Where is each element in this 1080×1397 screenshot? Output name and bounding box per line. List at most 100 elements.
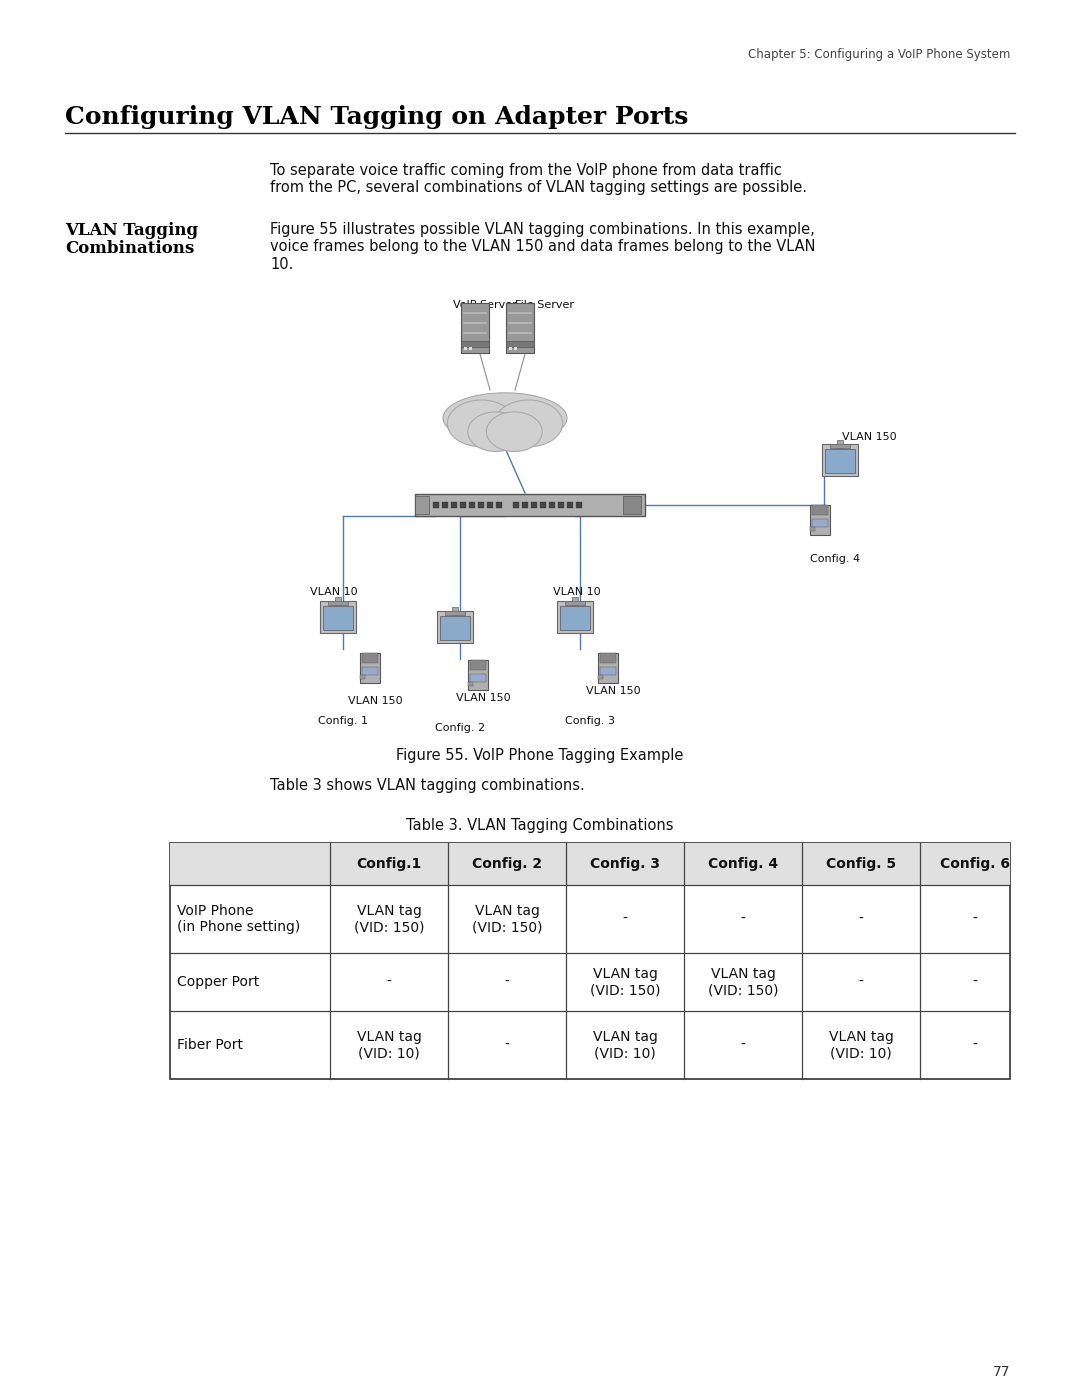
- Text: VLAN 10: VLAN 10: [553, 587, 600, 597]
- Bar: [507, 303, 534, 353]
- Bar: [328, 601, 348, 605]
- Bar: [170, 842, 1010, 886]
- Bar: [812, 504, 828, 515]
- Ellipse shape: [486, 412, 542, 451]
- Ellipse shape: [443, 393, 567, 443]
- Text: Config. 3: Config. 3: [565, 717, 615, 726]
- Text: -: -: [387, 975, 391, 989]
- Text: Config.1: Config.1: [356, 856, 421, 870]
- Bar: [567, 502, 573, 509]
- Text: Config. 2: Config. 2: [472, 856, 542, 870]
- Text: Config. 6: Config. 6: [940, 856, 1010, 870]
- Bar: [437, 610, 473, 643]
- Text: -: -: [859, 912, 863, 926]
- Bar: [837, 440, 843, 448]
- Text: VoIP Phone
(in Phone setting): VoIP Phone (in Phone setting): [177, 904, 300, 935]
- Bar: [514, 346, 517, 351]
- Text: -: -: [504, 1038, 510, 1052]
- Bar: [415, 495, 645, 515]
- Bar: [598, 652, 618, 683]
- Text: VLAN tag
(VID: 10): VLAN tag (VID: 10): [593, 1030, 658, 1060]
- Text: VLAN tag
(VID: 10): VLAN tag (VID: 10): [356, 1030, 421, 1060]
- Ellipse shape: [447, 400, 515, 447]
- Bar: [461, 341, 489, 346]
- Text: VLAN tag
(VID: 150): VLAN tag (VID: 150): [707, 967, 779, 997]
- Bar: [415, 496, 429, 514]
- Text: Figure 55. VoIP Phone Tagging Example: Figure 55. VoIP Phone Tagging Example: [396, 747, 684, 763]
- Text: -: -: [622, 912, 627, 926]
- Bar: [598, 675, 603, 679]
- Bar: [469, 346, 472, 351]
- Text: VLAN Tagging: VLAN Tagging: [65, 222, 198, 239]
- Text: File Server: File Server: [515, 300, 573, 310]
- Text: VLAN tag
(VID: 10): VLAN tag (VID: 10): [828, 1030, 893, 1060]
- Bar: [468, 659, 488, 690]
- Bar: [170, 842, 1010, 1078]
- Text: To separate voice traffic coming from the VoIP phone from data traffic
from the : To separate voice traffic coming from th…: [270, 163, 807, 196]
- Text: Copper Port: Copper Port: [177, 975, 259, 989]
- Bar: [470, 673, 486, 682]
- Text: Combinations: Combinations: [65, 240, 194, 257]
- Bar: [445, 610, 465, 615]
- Bar: [460, 502, 465, 509]
- Text: VLAN tag
(VID: 150): VLAN tag (VID: 150): [590, 967, 660, 997]
- Bar: [558, 502, 564, 509]
- Bar: [623, 496, 642, 514]
- Bar: [362, 652, 378, 664]
- Text: Config. 5: Config. 5: [826, 856, 896, 870]
- Text: Config. 4: Config. 4: [810, 555, 860, 564]
- Text: -: -: [973, 975, 977, 989]
- Text: Table 3 shows VLAN tagging combinations.: Table 3 shows VLAN tagging combinations.: [270, 778, 584, 793]
- Bar: [561, 606, 590, 630]
- Text: Config. 3: Config. 3: [590, 856, 660, 870]
- Bar: [812, 520, 828, 527]
- Bar: [600, 652, 616, 664]
- Bar: [576, 502, 582, 509]
- Text: VoIP Server: VoIP Server: [453, 300, 516, 310]
- Bar: [831, 444, 850, 448]
- Bar: [442, 502, 448, 509]
- Bar: [461, 303, 489, 353]
- Bar: [810, 504, 831, 535]
- Bar: [335, 597, 341, 605]
- Bar: [531, 502, 537, 509]
- Bar: [822, 444, 858, 476]
- Bar: [825, 448, 855, 474]
- Bar: [572, 597, 578, 605]
- Text: VLAN 150: VLAN 150: [348, 696, 403, 705]
- Bar: [487, 502, 492, 509]
- Bar: [470, 659, 486, 671]
- Text: VLAN 150: VLAN 150: [586, 686, 640, 696]
- Bar: [509, 346, 512, 351]
- Bar: [360, 675, 365, 679]
- Bar: [549, 502, 555, 509]
- Text: Figure 55 illustrates possible VLAN tagging combinations. In this example,
voice: Figure 55 illustrates possible VLAN tagg…: [270, 222, 815, 272]
- Bar: [522, 502, 528, 509]
- Ellipse shape: [468, 412, 524, 451]
- Bar: [440, 616, 470, 640]
- Bar: [360, 652, 380, 683]
- Text: VLAN tag
(VID: 150): VLAN tag (VID: 150): [354, 904, 424, 935]
- Bar: [453, 608, 458, 615]
- Text: -: -: [741, 912, 745, 926]
- Text: VLAN 150: VLAN 150: [456, 693, 511, 703]
- Text: VLAN tag
(VID: 150): VLAN tag (VID: 150): [472, 904, 542, 935]
- Text: Fiber Port: Fiber Port: [177, 1038, 243, 1052]
- Text: VLAN 150: VLAN 150: [842, 432, 896, 441]
- Bar: [600, 666, 616, 675]
- Bar: [468, 682, 473, 686]
- Text: VLAN 10: VLAN 10: [310, 587, 357, 597]
- Ellipse shape: [495, 400, 563, 447]
- Text: Table 3. VLAN Tagging Combinations: Table 3. VLAN Tagging Combinations: [406, 819, 674, 833]
- Bar: [478, 502, 484, 509]
- Bar: [507, 341, 534, 346]
- Bar: [810, 527, 815, 531]
- Text: Configuring VLAN Tagging on Adapter Ports: Configuring VLAN Tagging on Adapter Port…: [65, 105, 688, 129]
- Bar: [464, 346, 467, 351]
- Bar: [540, 502, 546, 509]
- Bar: [320, 601, 356, 633]
- Text: -: -: [973, 1038, 977, 1052]
- Text: Config. 2: Config. 2: [435, 724, 485, 733]
- Text: -: -: [859, 975, 863, 989]
- Bar: [323, 606, 353, 630]
